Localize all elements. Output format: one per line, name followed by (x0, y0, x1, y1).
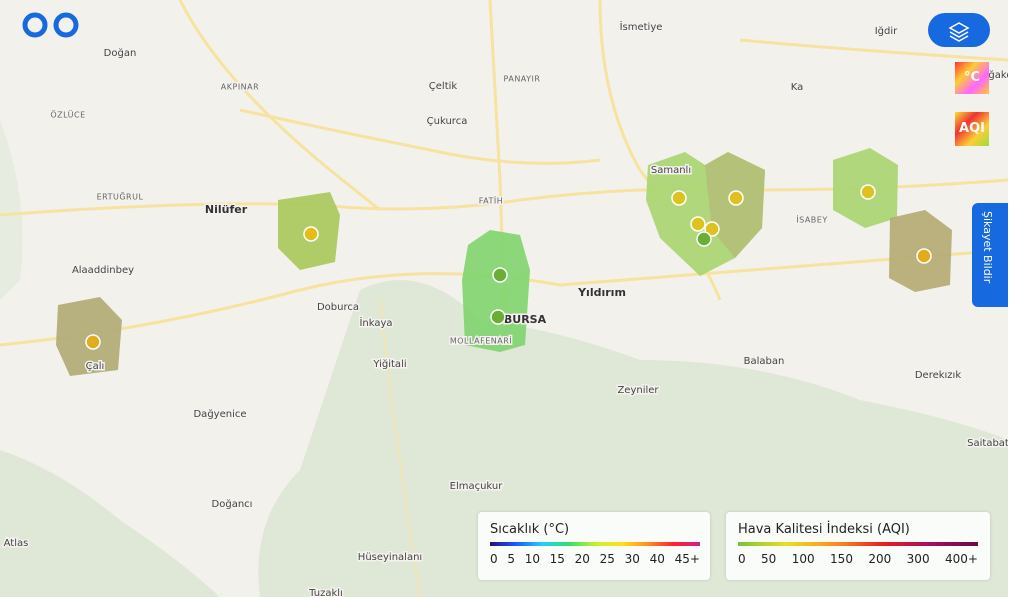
place-label: AKPINAR (221, 83, 259, 92)
place-label: İsmetiye (620, 20, 663, 33)
legend-tick: 300 (906, 552, 930, 566)
place-label: Dağyenice (193, 408, 246, 420)
stations (85, 184, 932, 350)
legend-tick: 100 (791, 552, 815, 566)
legend-gradient (738, 542, 978, 546)
complaint-label: Şikayet Bildir (981, 211, 994, 284)
place-label: Iğdir (875, 25, 898, 37)
place-label: İSABEY (796, 215, 828, 225)
legend-tick: 25 (599, 552, 615, 566)
legend-tick: 30 (624, 552, 640, 566)
place-label: Yıldırım (577, 286, 626, 299)
temperature-legend: Sıcaklık (°C) 0 5 10 15 20 25 30 40 45+ (478, 512, 710, 580)
place-label: Saitabat (967, 438, 1008, 449)
place-label: Alaaddinbey (72, 265, 134, 276)
station-marker[interactable] (860, 184, 876, 200)
legend-tick: 45+ (674, 552, 700, 566)
legend-tick: 200 (868, 552, 892, 566)
layers-button[interactable] (928, 13, 990, 47)
legend-tick: 150 (830, 552, 853, 566)
place-label: Nilüfer (205, 203, 248, 216)
place-label: Doburca (317, 302, 359, 313)
place-label: Çalı (86, 361, 105, 372)
place-label: Atlas (4, 538, 29, 549)
station-marker[interactable] (704, 221, 720, 237)
place-label: BURSA (504, 313, 547, 326)
layers-icon (948, 22, 970, 42)
logo[interactable] (22, 12, 79, 38)
complaint-button[interactable]: Şikayet Bildir (972, 203, 1008, 307)
place-label: ÖZLÜCE (50, 110, 85, 120)
legend-ticks: 0 5 10 15 20 25 30 40 45+ (490, 552, 700, 566)
place-label: Samanlı (651, 165, 691, 176)
station-marker[interactable] (728, 190, 744, 206)
legend-title: Hava Kalitesi İndeksi (AQI) (738, 522, 910, 537)
place-label: ERTUĞRUL (97, 191, 144, 202)
place-label: Hüseyinalanı (358, 552, 422, 563)
layer-aqi[interactable]: AQI (955, 112, 989, 146)
legend-tick: 0 (490, 552, 498, 566)
legend-tick: 5 (507, 552, 515, 566)
layer-temperature[interactable]: °C (955, 62, 989, 94)
legend-tick: 20 (574, 552, 590, 566)
station-marker[interactable] (696, 231, 712, 247)
place-label: FATİH (479, 196, 503, 206)
station-marker[interactable] (490, 309, 506, 325)
place-label: Doğancı (212, 498, 253, 510)
place-label: Yiğitali (372, 358, 406, 370)
legend-tick: 10 (524, 552, 540, 566)
legend-tick: 50 (761, 552, 777, 566)
place-label: Derekızık (915, 370, 961, 381)
legend-tick: 0 (738, 552, 746, 566)
place-label: Çukurca (427, 116, 468, 127)
legend-ticks: 0 50 100 150 200 300 400+ (738, 552, 978, 566)
place-label: Zeyniler (617, 385, 659, 396)
station-marker[interactable] (916, 248, 932, 264)
station-marker[interactable] (690, 216, 706, 232)
legend-gradient (490, 542, 700, 546)
place-label: Doğan (104, 47, 137, 59)
station-marker[interactable] (303, 226, 319, 242)
place-label: PANAYIR (504, 75, 541, 84)
aqi-legend: Hava Kalitesi İndeksi (AQI) 0 50 100 150 200… (726, 512, 990, 580)
legend-title: Sıcaklık (°C) (490, 522, 570, 537)
legend-tick: 40 (649, 552, 665, 566)
place-label: Tuzaklı (308, 588, 343, 597)
place-label: İnkaya (359, 316, 392, 329)
station-marker[interactable] (671, 190, 687, 206)
place-label: Çeltik (429, 81, 458, 92)
station-marker[interactable] (85, 334, 101, 350)
place-label: Ka (791, 82, 804, 93)
legend-tick: 400+ (944, 552, 978, 566)
station-marker[interactable] (492, 267, 508, 283)
place-label: Elmaçukur (450, 481, 504, 492)
legend-tick: 15 (549, 552, 565, 566)
place-label: MOLLAFENARİ (450, 336, 512, 346)
place-label: Balaban (744, 356, 785, 367)
